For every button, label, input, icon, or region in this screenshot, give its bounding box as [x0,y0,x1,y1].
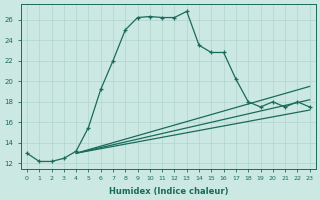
X-axis label: Humidex (Indice chaleur): Humidex (Indice chaleur) [108,187,228,196]
